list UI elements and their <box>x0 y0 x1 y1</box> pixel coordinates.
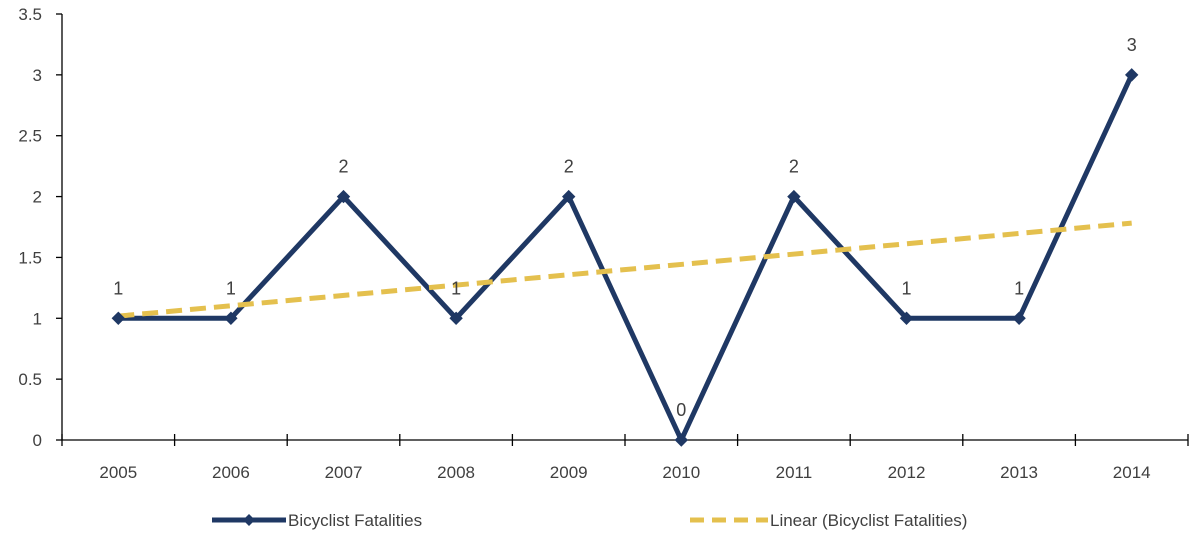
trendline-linear-bicyclist-fatalities <box>118 220 1132 319</box>
data-label: 2 <box>338 157 348 177</box>
data-point-marker <box>787 189 801 204</box>
legend-label-bicyclist-fatalities: Bicyclist Fatalities <box>288 511 422 530</box>
data-point-marker <box>336 189 351 204</box>
x-tick-label: 2008 <box>437 463 475 482</box>
y-tick-label: 3 <box>33 66 42 85</box>
axes <box>61 14 1188 441</box>
data-point-marker <box>674 433 689 447</box>
series-line-bicyclist-fatalities <box>118 73 1134 446</box>
legend-marker <box>243 514 255 526</box>
x-tick-label: 2010 <box>662 463 700 482</box>
x-tick-label: 2007 <box>325 463 363 482</box>
data-labels: 1 1 2 1 2 0 2 1 1 3 <box>113 35 1136 420</box>
data-label: 1 <box>226 278 236 298</box>
data-label: 2 <box>564 157 574 177</box>
data-label: 1 <box>451 278 461 298</box>
y-tick-label: 2.5 <box>18 127 42 146</box>
x-axis-ticks: 2005 2006 2007 2008 2009 2010 2011 2012 2013 2014 <box>61 434 1189 482</box>
series-layer <box>111 68 1139 447</box>
data-point-marker <box>899 311 914 325</box>
data-label: 0 <box>676 400 686 420</box>
data-point-marker <box>1012 311 1026 325</box>
data-label: 2 <box>789 157 799 177</box>
legend-label-linear-trend: Linear (Bicyclist Fatalities) <box>770 511 967 530</box>
y-tick-label: 1 <box>33 309 42 328</box>
x-tick-label: 2005 <box>99 463 137 482</box>
y-tick-label: 3.5 <box>18 5 42 24</box>
y-axis-ticks: 0 0.5 1 1.5 2 2.5 3 3.5 <box>18 5 62 450</box>
legend: Bicyclist Fatalities Linear (Bicyclist Fa… <box>212 511 967 530</box>
x-tick-label: 2014 <box>1113 463 1151 482</box>
x-tick-label: 2006 <box>212 463 250 482</box>
y-tick-label: 1.5 <box>18 248 42 267</box>
data-point-marker <box>561 189 576 204</box>
y-tick-label: 0 <box>33 431 42 450</box>
data-point-marker <box>111 311 126 325</box>
x-tick-label: 2009 <box>550 463 588 482</box>
x-tick-label: 2013 <box>1000 463 1038 482</box>
x-tick-label: 2011 <box>776 463 813 482</box>
x-tick-label: 2012 <box>888 463 926 482</box>
data-point-marker <box>449 311 463 325</box>
data-label: 3 <box>1127 35 1137 55</box>
y-tick-label: 0.5 <box>18 370 42 389</box>
data-point-marker <box>1124 68 1139 82</box>
y-tick-label: 2 <box>33 188 42 207</box>
data-label: 1 <box>901 278 911 298</box>
data-label: 1 <box>113 278 123 298</box>
data-point-marker <box>224 311 238 325</box>
data-label: 1 <box>1014 278 1024 298</box>
